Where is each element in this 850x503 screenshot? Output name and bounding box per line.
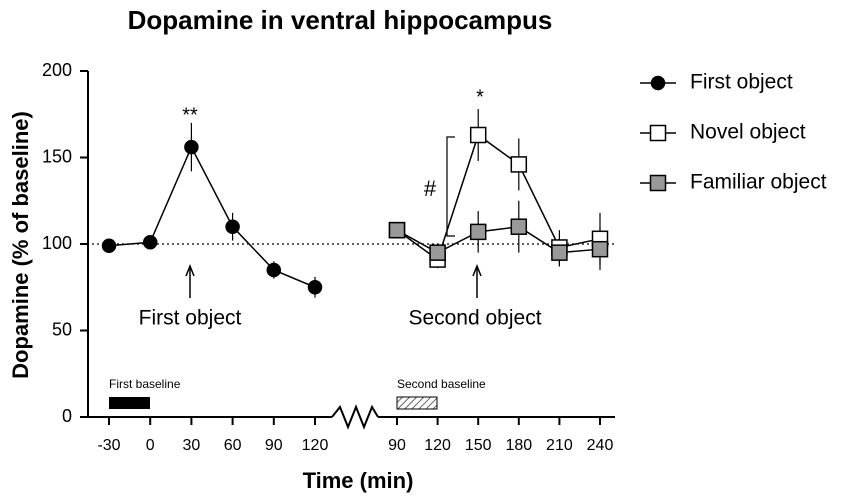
data-point — [307, 280, 323, 295]
x-tick-label: 90 — [388, 437, 406, 454]
chart-title: Dopamine in ventral hippocampus — [128, 5, 553, 35]
data-point — [510, 156, 528, 173]
data-point — [266, 262, 282, 278]
y-tick-label: 200 — [42, 60, 72, 80]
x-axis-label: Time (min) — [303, 468, 414, 493]
event-label: Second object — [408, 307, 541, 330]
event-arrow-head — [472, 263, 482, 277]
legend-marker — [650, 75, 666, 91]
y-tick-label: 150 — [42, 146, 72, 166]
event-label: First object — [139, 307, 242, 330]
legend-label: Familiar object — [690, 171, 827, 194]
significance-label: * — [476, 86, 484, 108]
x-tick-label: 90 — [265, 437, 283, 454]
baseline-label: First baseline — [109, 377, 181, 391]
x-tick-label: 120 — [302, 437, 329, 454]
x-tick-label: 180 — [505, 437, 532, 454]
x-tick-label: 210 — [546, 437, 573, 454]
data-point — [225, 219, 240, 234]
data-point — [551, 244, 568, 261]
legend-marker — [649, 174, 667, 192]
legend-marker — [649, 124, 667, 142]
y-axis-label: Dopamine (% of baseline) — [8, 111, 33, 379]
data-point — [101, 238, 117, 253]
y-tick-label: 50 — [52, 319, 72, 339]
x-tick-label: 60 — [224, 437, 242, 454]
data-point — [142, 235, 158, 250]
x-tick-label: 240 — [587, 437, 614, 454]
y-tick-label: 100 — [42, 233, 72, 253]
data-point — [388, 221, 406, 239]
x-tick-label: 30 — [183, 437, 201, 454]
legend-label: First object — [690, 71, 793, 94]
legend-label: Novel object — [690, 121, 806, 144]
significance-label: # — [424, 176, 437, 201]
data-point — [469, 126, 487, 144]
data-point — [591, 240, 609, 258]
y-tick-label: 0 — [62, 406, 72, 426]
x-tick-label: 120 — [424, 437, 451, 454]
axis-break — [331, 404, 379, 430]
significance-label: ** — [182, 104, 198, 126]
baseline-bar — [396, 396, 438, 410]
baseline-bar — [109, 397, 150, 409]
data-point — [469, 223, 487, 241]
significance-bracket — [446, 136, 455, 237]
data-point — [510, 218, 528, 235]
series-line — [108, 145, 316, 288]
data-point — [184, 139, 199, 155]
x-tick-label: 0 — [146, 437, 155, 454]
data-point — [429, 244, 446, 261]
series-line — [396, 225, 601, 254]
baseline-label: Second baseline — [397, 377, 486, 391]
x-tick-label: -30 — [97, 437, 120, 454]
event-arrow-head — [185, 263, 195, 277]
x-tick-label: 150 — [465, 437, 492, 454]
